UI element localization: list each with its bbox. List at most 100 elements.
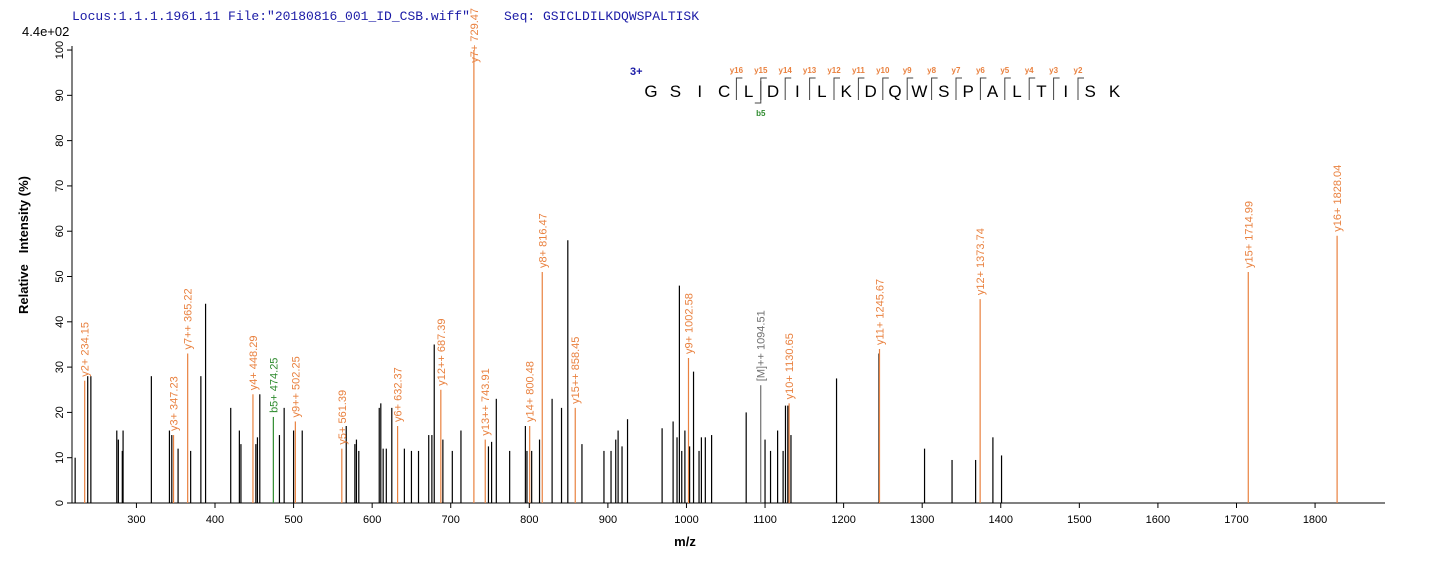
residue: L	[817, 82, 826, 101]
y-ion-label: y4	[1025, 66, 1034, 75]
residue: K	[841, 82, 853, 101]
y-ion-label: y8	[927, 66, 936, 75]
residue: P	[963, 82, 974, 101]
residue: L	[744, 82, 753, 101]
y-axis-label: Relative Intensity (%)	[16, 176, 31, 314]
y-tick-label: 90	[54, 89, 66, 101]
y-tick-label: 0	[54, 500, 66, 506]
y-tick-label: 10	[54, 452, 66, 464]
peak-label: y15++ 858.45	[570, 337, 582, 404]
y-tick-label: 50	[54, 270, 66, 282]
y-ion-bracket	[1028, 77, 1036, 100]
scale-label: 4.4e+02	[22, 24, 69, 39]
y-ion-bracket	[979, 77, 987, 100]
y-tick-label: 30	[54, 361, 66, 373]
residue: S	[670, 82, 681, 101]
peak-label: y14+ 800.48	[525, 361, 537, 422]
x-tick-label: 1000	[674, 514, 698, 526]
sequence-header: Seq: GSICLDILKDQWSPALTISK	[504, 9, 699, 24]
peak-label: y2+ 234.15	[80, 322, 92, 377]
y-ion-bracket	[833, 77, 840, 100]
y-tick-label: 40	[54, 316, 66, 328]
y-ion-bracket	[906, 77, 914, 100]
locus: Locus:1.1.1.1961.11 File:"20180816_001_I…	[72, 9, 470, 24]
y-ion-bracket	[857, 77, 865, 100]
y-ion-label: y15	[754, 66, 768, 75]
peak-label: y9+ 1002.58	[683, 293, 695, 354]
x-tick-label: 500	[284, 514, 302, 526]
y-ion-label: y5	[1000, 66, 1009, 75]
residue: C	[718, 82, 730, 101]
x-tick-label: 1400	[989, 514, 1013, 526]
y-ion-bracket	[1004, 77, 1011, 100]
residue: G	[644, 82, 657, 101]
y-tick-label: 100	[54, 41, 66, 59]
x-tick-label: 400	[206, 514, 224, 526]
charge-label: 3+	[630, 66, 643, 78]
peak-label: y12+ 1373.74	[975, 228, 987, 295]
x-tick-label: 1600	[1146, 514, 1170, 526]
y-ion-label: y10	[876, 66, 890, 75]
x-tick-label: 300	[127, 514, 145, 526]
x-tick-label: 1200	[831, 514, 855, 526]
x-tick-label: 1500	[1067, 514, 1091, 526]
x-tick-label: 600	[363, 514, 381, 526]
x-tick-label: 1100	[753, 514, 777, 526]
y-tick-label: 20	[54, 406, 66, 418]
peak-label: y13++ 743.91	[480, 368, 492, 435]
peak-label: y7++ 365.22	[183, 288, 195, 349]
residue: L	[1012, 82, 1021, 101]
y-ion-label: y7	[952, 66, 961, 75]
residue: S	[938, 82, 949, 101]
y-ion-label: y9	[903, 66, 912, 75]
y-ion-label: y3	[1049, 66, 1058, 75]
residue: I	[795, 82, 800, 101]
y-ion-bracket	[735, 77, 743, 100]
x-tick-label: 900	[599, 514, 617, 526]
x-tick-label: 700	[442, 514, 460, 526]
b-ion-bracket	[754, 81, 762, 104]
residue: D	[767, 82, 779, 101]
peak-label: y5+ 561.39	[337, 390, 349, 445]
y-ion-bracket	[784, 77, 792, 100]
residue: S	[1085, 82, 1096, 101]
residue: A	[987, 82, 999, 101]
y-tick-label: 60	[54, 225, 66, 237]
peak-label: y10+ 1130.65	[784, 333, 796, 399]
y-ion-bracket	[1077, 77, 1084, 100]
residue: D	[864, 82, 876, 101]
x-tick-label: 1800	[1303, 514, 1327, 526]
y-ion-label: y6	[976, 66, 985, 75]
x-tick-label: 1700	[1224, 514, 1248, 526]
residue: I	[697, 82, 702, 101]
residue: W	[911, 82, 927, 101]
peak-label: y12++ 687.39	[436, 318, 448, 385]
residue: K	[1109, 82, 1121, 101]
residue: T	[1036, 82, 1046, 101]
y-tick-label: 80	[54, 134, 66, 146]
y-ion-bracket	[931, 77, 938, 100]
peak-label: y3+ 347.23	[169, 376, 181, 431]
peak-label: y16+ 1828.04	[1332, 165, 1344, 232]
peak-label: y11+ 1245.67	[874, 279, 886, 345]
residue: Q	[888, 82, 901, 101]
y-ion-bracket	[955, 77, 962, 100]
peak-label: y15+ 1714.99	[1243, 201, 1255, 268]
b-ion-label: b5	[756, 109, 766, 118]
y-ion-label: y11	[852, 66, 865, 75]
peak-label: y4+ 448.29	[248, 336, 260, 391]
peak-label: y7+ 729.47	[469, 8, 481, 63]
residue: I	[1063, 82, 1068, 101]
peak-label: y9++ 502.25	[290, 356, 302, 417]
y-ion-label: y12	[827, 66, 841, 75]
y-ion-bracket	[882, 77, 889, 100]
x-axis-label: m/z	[674, 534, 696, 549]
y-tick-label: 70	[54, 180, 66, 192]
peak-label: [M]++ 1094.51	[756, 310, 768, 381]
peak-label: y8+ 816.47	[537, 213, 549, 268]
y-ion-label: y14	[779, 66, 793, 75]
peak-label: b5+ 474.25	[268, 358, 280, 413]
y-ion-label: y16	[730, 66, 744, 75]
y-ion-bracket	[1053, 77, 1060, 100]
